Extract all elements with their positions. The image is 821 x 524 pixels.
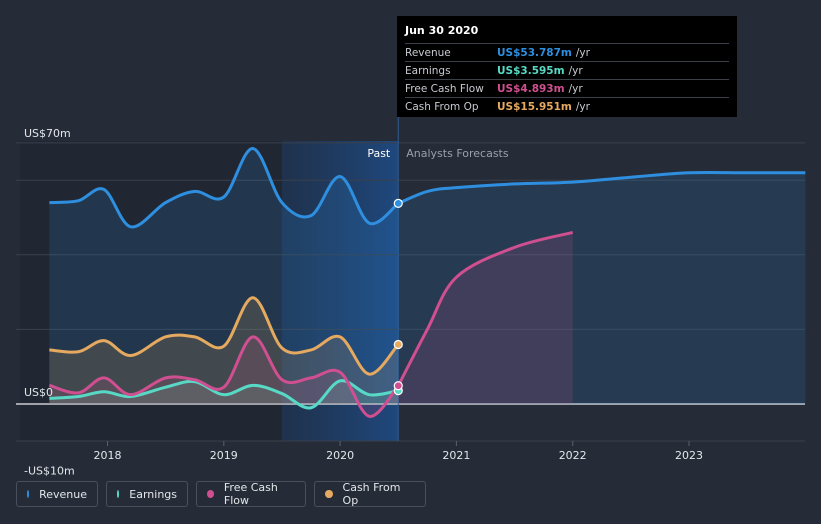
forecast-label: Analysts Forecasts [406, 147, 509, 160]
legend-item-revenue[interactable]: Revenue [16, 481, 98, 507]
tooltip-row-revenue: Revenue US$53.787m /yr [405, 43, 729, 61]
free-cash-flow-marker [393, 381, 403, 391]
highlight-band [281, 141, 399, 441]
tooltip-row-earnings: Earnings US$3.595m /yr [405, 61, 729, 79]
revenue-dot-icon [27, 490, 30, 498]
tooltip-label: Cash From Op [405, 100, 479, 113]
legend-label: Revenue [39, 487, 87, 501]
tooltip-value: US$3.595m [497, 64, 565, 77]
x-tick-label: 2021 [442, 449, 470, 462]
free-cash-flow-forecast-line [396, 230, 574, 387]
free-cash-flow-forecast-area [398, 232, 573, 404]
legend-label: Earnings [129, 487, 177, 501]
earnings-past-area [49, 380, 399, 408]
free-cash-flow-dot-icon [207, 490, 214, 498]
legend-item-free-cash-flow[interactable]: Free Cash Flow [196, 481, 306, 507]
legend-label: Free Cash Flow [223, 481, 278, 507]
tooltip-row-cash-from-op: Cash From Op US$15.951m /yr [405, 97, 729, 115]
legend-item-earnings[interactable]: Earnings [106, 481, 188, 507]
earnings-line [49, 379, 399, 410]
y-tick-label: US$70m [24, 127, 71, 140]
legend-item-cash-from-op[interactable]: Cash From Op [314, 481, 426, 507]
tooltip-date: Jun 30 2020 [405, 24, 479, 37]
y-tick-label: US$0 [24, 386, 53, 399]
tooltip-label: Revenue [405, 46, 451, 59]
tooltip-unit: /yr [568, 82, 583, 95]
x-tick-label: 2020 [326, 449, 354, 462]
revenue-line [49, 146, 400, 229]
x-tick-label: 2018 [94, 449, 122, 462]
tooltip-value: US$53.787m [497, 46, 572, 59]
x-tick-label: 2022 [559, 449, 587, 462]
past-label: Past [367, 147, 391, 160]
cash-from-op-dot-icon [325, 490, 333, 498]
free-cash-flow-line [48, 335, 400, 418]
earnings-dot-icon [117, 490, 120, 498]
x-tick-label: 2019 [210, 449, 238, 462]
y-tick-label: -US$10m [24, 464, 75, 477]
cash-from-op-line [49, 296, 400, 376]
tooltip-unit: /yr [568, 64, 583, 77]
tooltip-unit: /yr [575, 46, 590, 59]
legend-label: Cash From Op [342, 481, 401, 507]
revenue-forecast-line [397, 170, 806, 205]
hover-tooltip: Jun 30 2020 Revenue US$53.787m /yr Earni… [397, 16, 737, 117]
tooltip-row-free-cash-flow: Free Cash Flow US$4.893m /yr [405, 79, 729, 97]
tooltip-label: Free Cash Flow [405, 82, 484, 95]
revenue-past-area [49, 148, 399, 404]
tooltip-unit: /yr [575, 100, 590, 113]
tooltip-value: US$4.893m [497, 82, 565, 95]
x-tick-label: 2023 [675, 449, 703, 462]
tooltip-label: Earnings [405, 64, 451, 77]
legend: Revenue Earnings Free Cash Flow Cash Fro… [16, 481, 426, 507]
cash-from-op-marker [393, 339, 403, 350]
tooltip-value: US$15.951m [497, 100, 572, 113]
revenue-forecast-area [398, 172, 806, 404]
revenue-marker [393, 198, 403, 208]
